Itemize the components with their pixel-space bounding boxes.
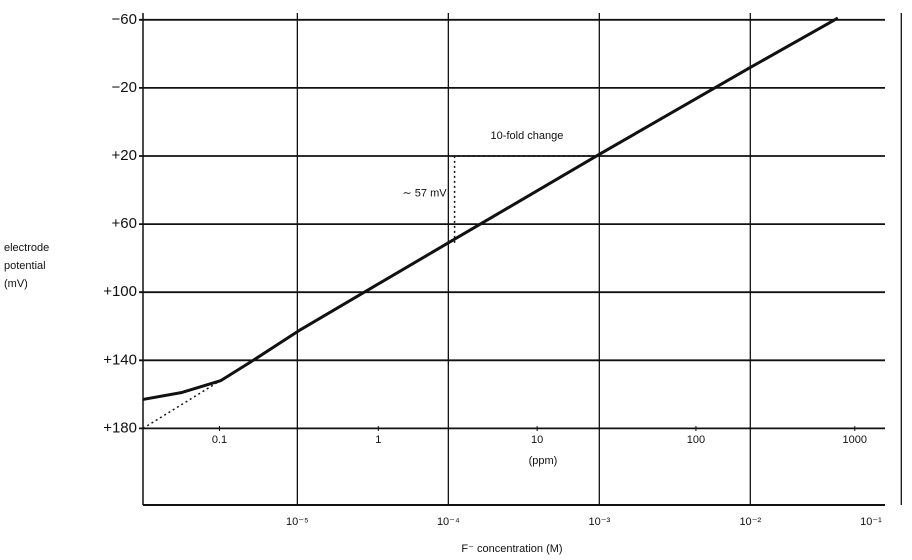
y-tick-label: +140 <box>103 351 137 368</box>
y-tick-label: −20 <box>112 79 137 96</box>
x-tick-label: 10⁻² <box>739 516 761 528</box>
y-axis-label: (mV) <box>4 278 28 290</box>
y-tick-label: +180 <box>103 419 137 436</box>
x2-tick-label: 1 <box>375 434 381 446</box>
x2-tick-label: 100 <box>687 434 705 446</box>
x2-tick-label: 1000 <box>843 434 867 446</box>
x-tick-label: 10⁻¹ <box>860 516 882 528</box>
y-axis-label: potential <box>4 260 46 272</box>
x2-axis-label: (ppm) <box>529 455 558 467</box>
page: electrode potential (mV) F⁻ concentratio… <box>0 0 912 560</box>
x-tick-label: 10⁻³ <box>588 516 610 528</box>
x2-tick-label: 0.1 <box>212 434 227 446</box>
annotation: ∼ 57 mV <box>403 187 448 199</box>
annotation: 10-fold change <box>491 130 564 142</box>
y-tick-label: +60 <box>112 215 137 232</box>
x-axis-label: F⁻ concentration (M) <box>461 543 562 555</box>
x2-tick-label: 10 <box>531 434 543 446</box>
y-tick-label: −60 <box>112 11 137 28</box>
data-line <box>143 18 838 399</box>
bracket <box>455 156 600 243</box>
y-tick-label: +100 <box>103 283 137 300</box>
y-tick-label: +20 <box>112 147 137 164</box>
x-tick-label: 10⁻⁵ <box>286 516 309 528</box>
chart: electrode potential (mV) F⁻ concentratio… <box>0 0 912 560</box>
y-axis-label: electrode <box>4 242 49 254</box>
x-tick-label: 10⁻⁴ <box>437 516 460 528</box>
